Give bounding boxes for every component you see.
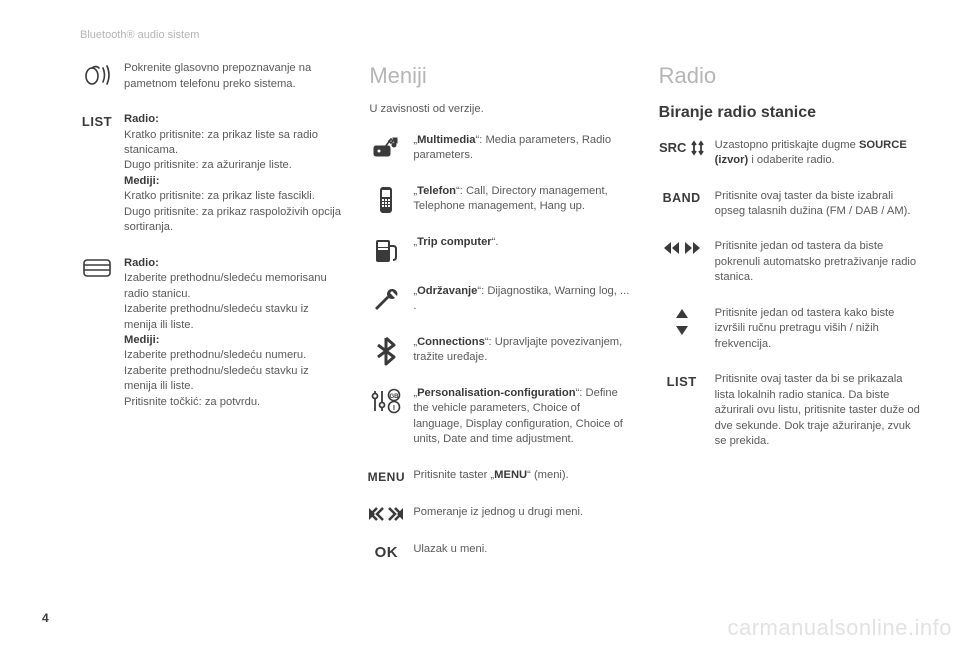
list-radio-short: Kratko pritisnite: za prikaz liste sa ra… bbox=[124, 128, 341, 159]
radio-subtitle: Biranje radio stanice bbox=[659, 102, 920, 124]
telefon-icon bbox=[369, 184, 403, 215]
radio-heading: Radio: bbox=[124, 113, 159, 125]
svg-text:GB: GB bbox=[390, 394, 400, 400]
wheel-media-3: Pritisnite točkić: za potvrdu. bbox=[124, 395, 341, 410]
band-text: Pritisnite ovaj taster da biste izabrali… bbox=[715, 189, 920, 220]
list-icon: LIST bbox=[80, 112, 114, 236]
wheel-icon bbox=[80, 256, 114, 411]
section-header: Bluetooth® audio sistem bbox=[80, 28, 920, 43]
column-left: Pokrenite glasovno prepoznavanje na pame… bbox=[80, 61, 341, 584]
ok-icon: OK bbox=[369, 542, 403, 564]
list-media-long: Dugo pritisnite: za prikaz raspoloživih … bbox=[124, 205, 341, 236]
personalisation-icon: GB I bbox=[369, 386, 403, 448]
radio-title: Radio bbox=[659, 61, 920, 91]
personalisation-text: „Personalisation-configuration“: Define … bbox=[413, 386, 630, 448]
wheel-radio-1: Izaberite prethodnu/sledeću memorisanu r… bbox=[124, 271, 341, 302]
maintenance-text: „Održavanje“: Dijagnostika, Warning log,… bbox=[413, 284, 630, 315]
menu-label: MENU bbox=[368, 469, 405, 486]
watermark: carmanualsonline.info bbox=[727, 613, 952, 643]
ok-text: Ulazak u meni. bbox=[413, 542, 630, 557]
list-media-short: Kratko pritisnite: za prikaz liste fasci… bbox=[124, 189, 341, 204]
list2-text: Pritisnite ovaj taster da bi se prikazal… bbox=[715, 372, 920, 449]
wheel-media-2: Izaberite prethodnu/sledeću stavku iz me… bbox=[124, 364, 341, 395]
band-icon: BAND bbox=[659, 189, 705, 220]
trip-text: „Trip computer“. bbox=[413, 235, 630, 250]
svg-text:I: I bbox=[393, 405, 395, 412]
list2-label: LIST bbox=[667, 373, 697, 391]
svg-text:SRC: SRC bbox=[659, 140, 687, 155]
seek-icon bbox=[659, 239, 705, 285]
multimedia-text: „Multimedia“: Media parameters, Radio pa… bbox=[413, 133, 630, 164]
ok-label: OK bbox=[375, 543, 399, 564]
column-middle: Meniji U zavisnosti od verzije. bbox=[369, 61, 630, 584]
seek-text: Pritisnite jedan od tastera da biste pok… bbox=[715, 239, 920, 285]
voice-icon bbox=[80, 61, 114, 92]
list-label: LIST bbox=[82, 113, 112, 131]
column-right: Radio Biranje radio stanice SRC Uzastopn… bbox=[659, 61, 920, 584]
wheel-radio-2: Izaberite prethodnu/sledeću stavku iz me… bbox=[124, 302, 341, 333]
wheel-radio-heading: Radio: bbox=[124, 257, 159, 269]
media-heading: Mediji: bbox=[124, 175, 159, 187]
trip-icon bbox=[369, 235, 403, 264]
voice-text: Pokrenite glasovno prepoznavanje na pame… bbox=[124, 61, 341, 92]
menu-icon: MENU bbox=[369, 468, 403, 486]
src-text: Uzastopno pritiskajte dugme SOURCE (izvo… bbox=[715, 138, 920, 169]
menu-text: Pritisnite taster „MENU“ (meni). bbox=[413, 468, 630, 483]
meniji-title: Meniji bbox=[369, 61, 630, 91]
nav-text: Pomeranje iz jednog u drugi meni. bbox=[413, 505, 630, 520]
list2-icon: LIST bbox=[659, 372, 705, 449]
band-label: BAND bbox=[663, 190, 701, 207]
maintenance-icon bbox=[369, 284, 403, 315]
wheel-media-1: Izaberite prethodnu/sledeću numeru. bbox=[124, 348, 341, 363]
page-number: 4 bbox=[42, 610, 49, 627]
meniji-subtitle: U zavisnosti od verzije. bbox=[369, 102, 630, 117]
nav-arrows-icon bbox=[369, 505, 403, 522]
bluetooth-icon bbox=[369, 335, 403, 366]
list-radio-long: Dugo pritisnite: za ažuriranje liste. bbox=[124, 158, 341, 173]
telefon-text: „Telefon“: Call, Directory management, T… bbox=[413, 184, 630, 215]
multimedia-icon bbox=[369, 133, 403, 164]
connections-text: „Connections“: Upravljajte povezivanjem,… bbox=[413, 335, 630, 366]
updown-text: Pritisnite jedan od tastera kako biste i… bbox=[715, 306, 920, 352]
src-icon: SRC bbox=[659, 138, 705, 169]
updown-icon bbox=[659, 306, 705, 352]
wheel-media-heading: Mediji: bbox=[124, 334, 159, 346]
